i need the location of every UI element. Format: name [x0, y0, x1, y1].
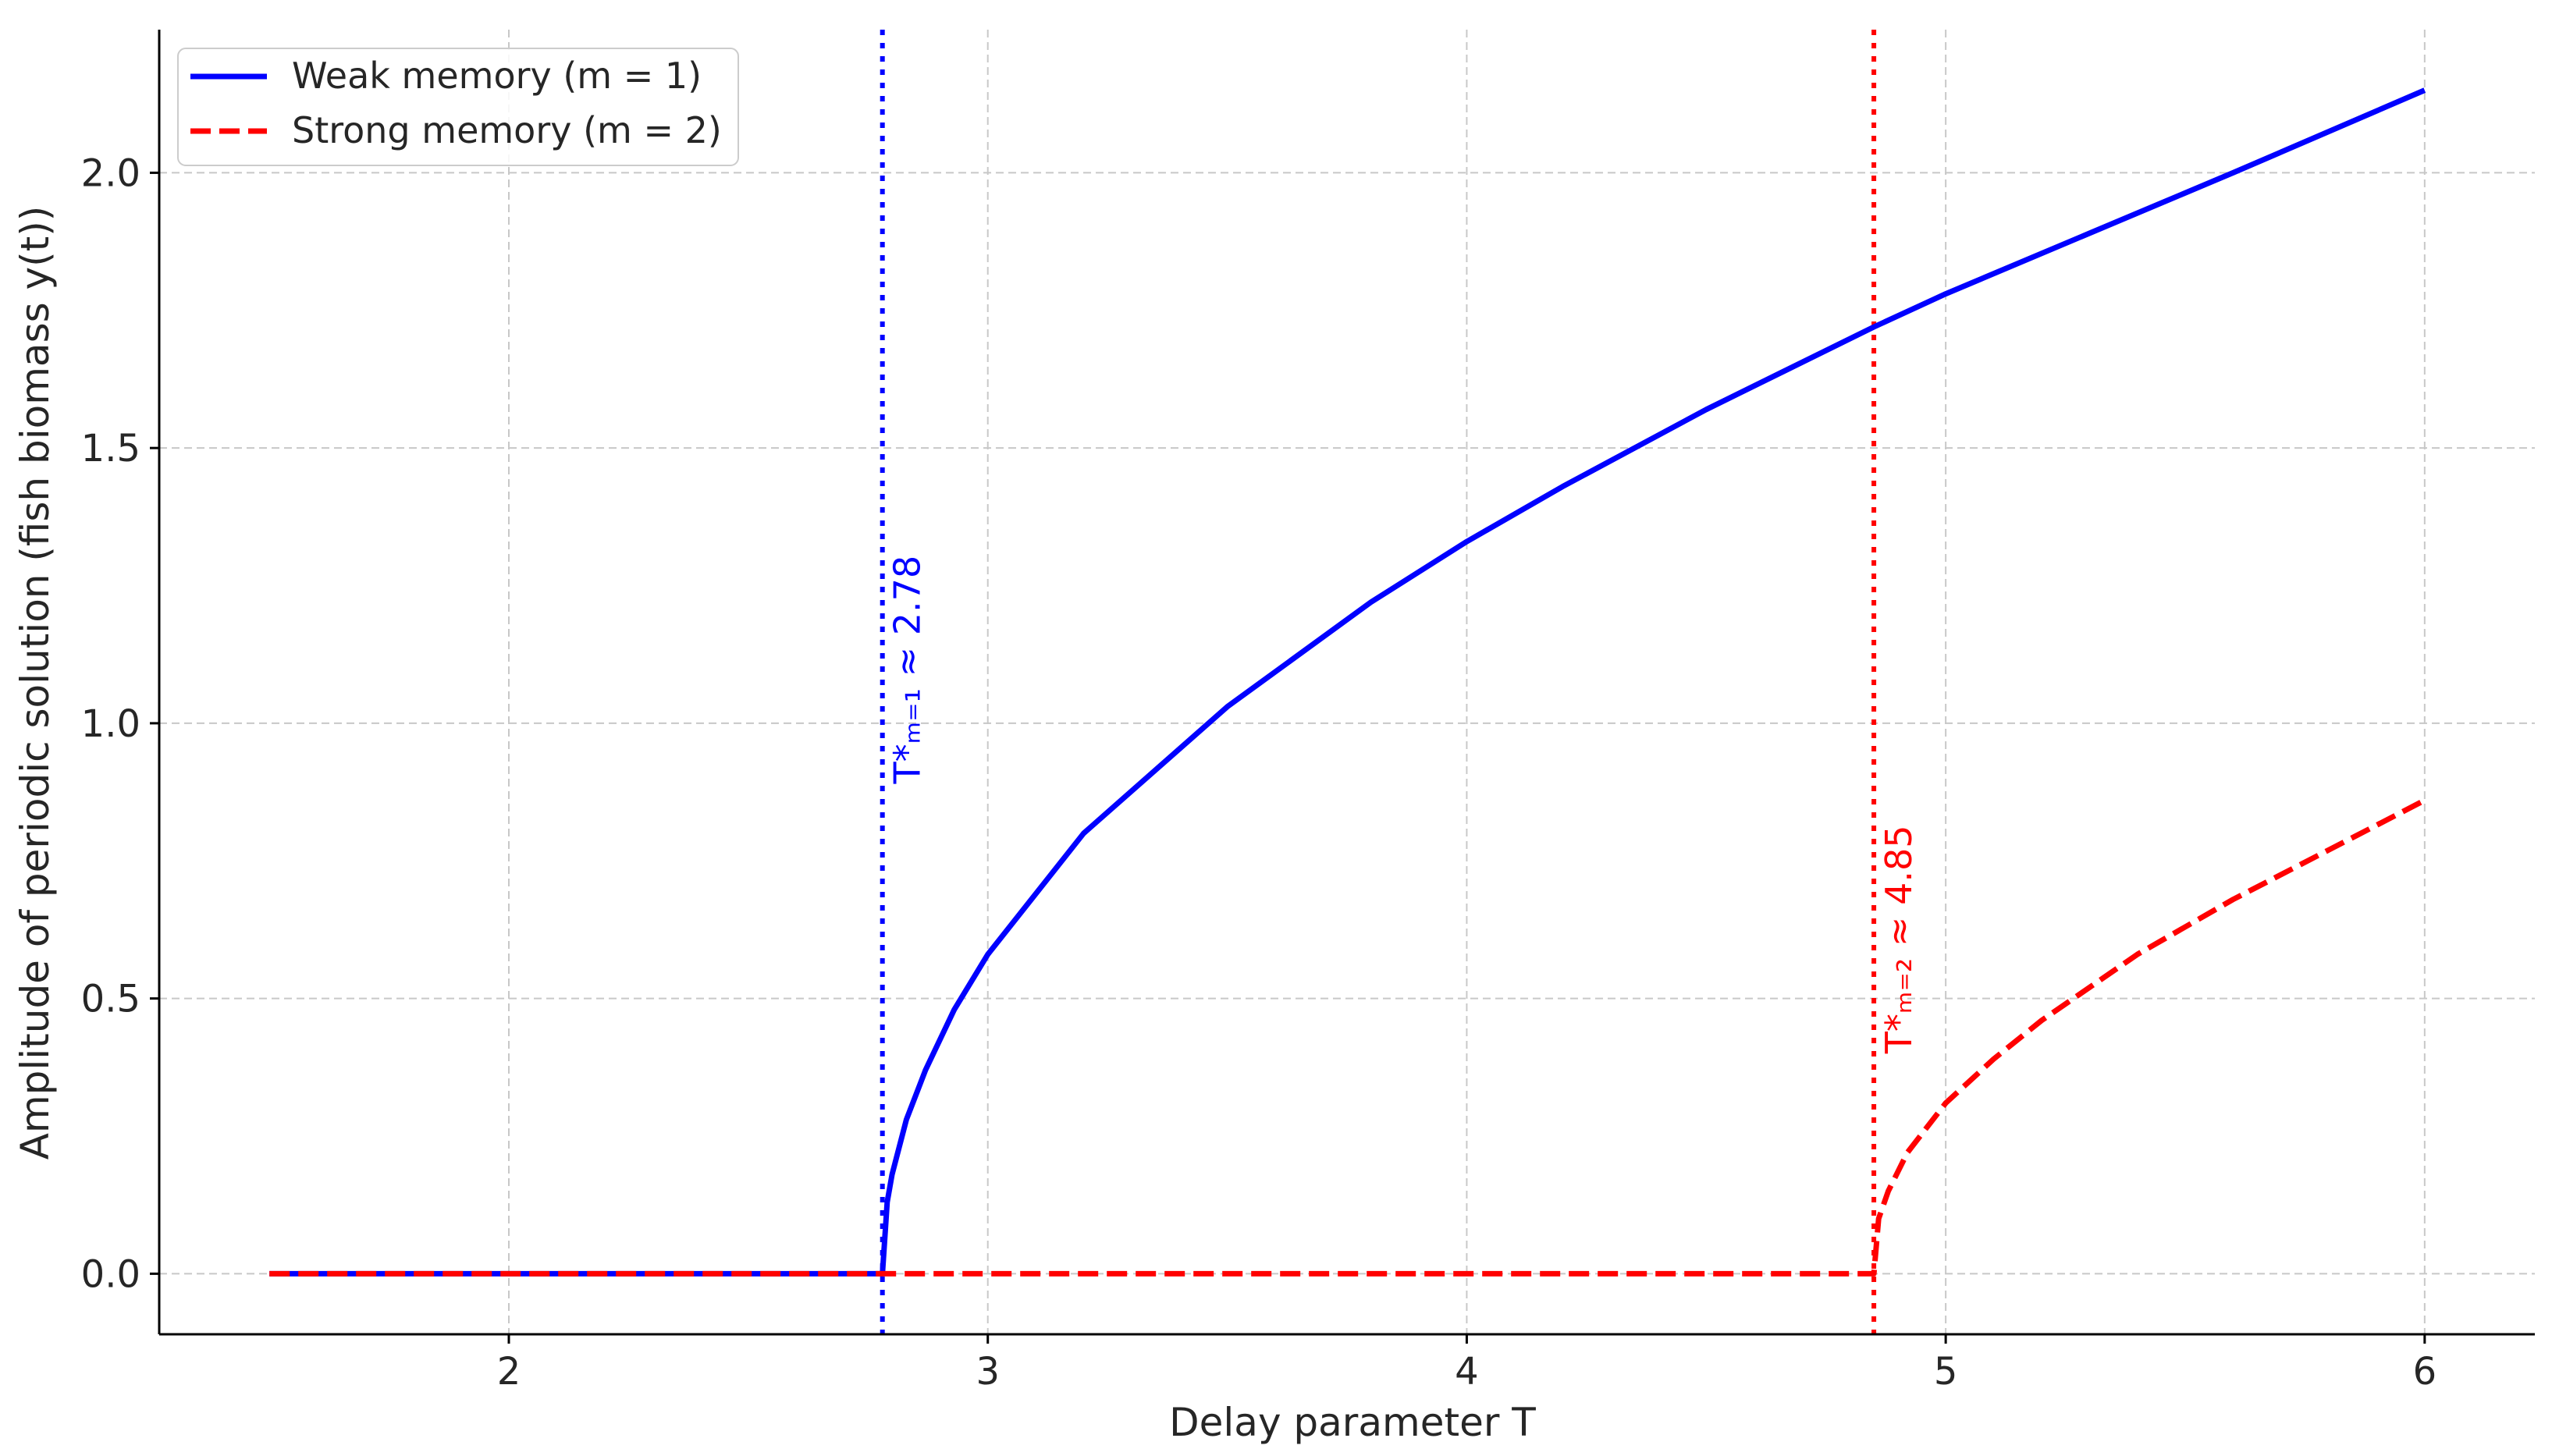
x-axis-label: Delay parameter T	[1169, 1400, 1536, 1445]
y-tick-label: 0.5	[81, 978, 140, 1021]
x-tick-label: 6	[2413, 1350, 2437, 1394]
legend: Weak memory (m = 1) Strong memory (m = 2…	[178, 48, 738, 165]
y-tick-label: 2.0	[81, 151, 140, 195]
threshold-label: T*ₘ₌₂ ≈ 4.85	[1878, 825, 1920, 1054]
y-tick-label: 1.0	[81, 702, 140, 746]
y-tick-label: 1.5	[81, 427, 140, 471]
legend-label-weak-memory: Weak memory (m = 1)	[292, 55, 702, 97]
y-axis-label: Amplitude of periodic solution (fish bio…	[12, 206, 58, 1160]
threshold-label: T*ₘ₌₁ ≈ 2.78	[887, 556, 929, 785]
y-tick-label: 0.0	[81, 1252, 140, 1296]
x-tick-label: 3	[976, 1350, 1000, 1394]
x-tick-label: 4	[1455, 1350, 1479, 1394]
x-tick-label: 2	[497, 1350, 521, 1394]
x-tick-label: 5	[1934, 1350, 1958, 1394]
legend-label-strong-memory: Strong memory (m = 2)	[292, 109, 722, 151]
